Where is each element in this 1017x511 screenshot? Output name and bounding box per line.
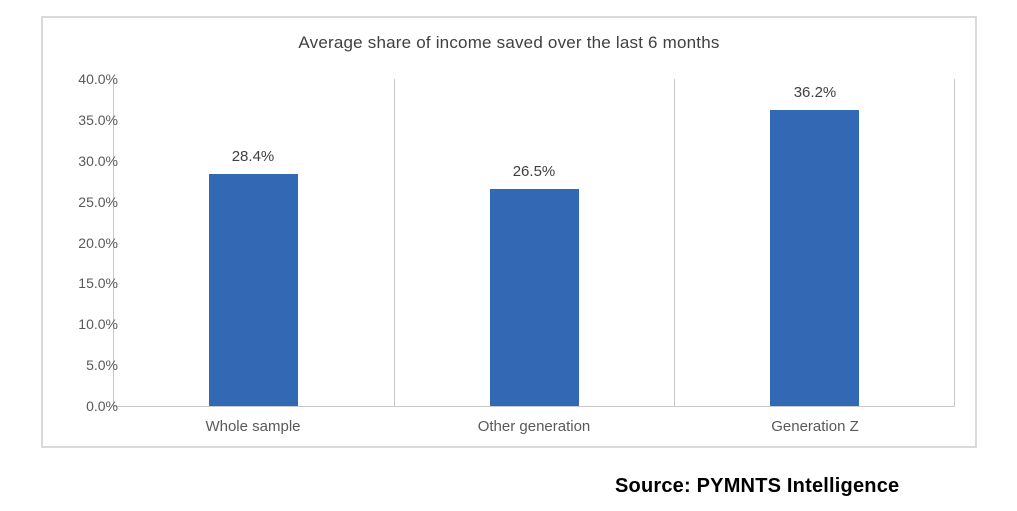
y-tick-label: 25.0% — [78, 194, 118, 210]
y-tick-label: 30.0% — [78, 153, 118, 169]
y-tick-label: 20.0% — [78, 235, 118, 251]
chart-title: Average share of income saved over the l… — [298, 33, 720, 52]
x-axis-line — [113, 406, 955, 407]
gridline — [394, 79, 395, 406]
bar-whole-sample — [209, 174, 298, 406]
y-tick-label: 5.0% — [86, 357, 118, 373]
y-tick-label: 35.0% — [78, 112, 118, 128]
y-axis-line — [113, 79, 114, 406]
y-tick-label: 0.0% — [86, 398, 118, 414]
bar-value-label: 36.2% — [793, 84, 837, 101]
bar-chart-frame: Average share of income saved over the l… — [41, 16, 977, 448]
bar-generation-z — [770, 110, 859, 406]
y-tick-label: 10.0% — [78, 316, 118, 332]
category-label: Generation Z — [771, 418, 859, 435]
bar-other-generation — [490, 189, 579, 406]
y-tick-label: 15.0% — [78, 275, 118, 291]
y-tick-label: 40.0% — [78, 71, 118, 87]
source-caption: Source: PYMNTS Intelligence — [615, 475, 900, 497]
bar-value-label: 26.5% — [512, 163, 556, 180]
gridline — [674, 79, 675, 406]
category-label: Other generation — [477, 418, 591, 435]
bar-value-label: 28.4% — [231, 148, 275, 165]
category-label: Whole sample — [205, 418, 301, 435]
gridline — [954, 79, 955, 406]
plot-area: 28.4% 26.5% 36.2% — [113, 79, 955, 407]
